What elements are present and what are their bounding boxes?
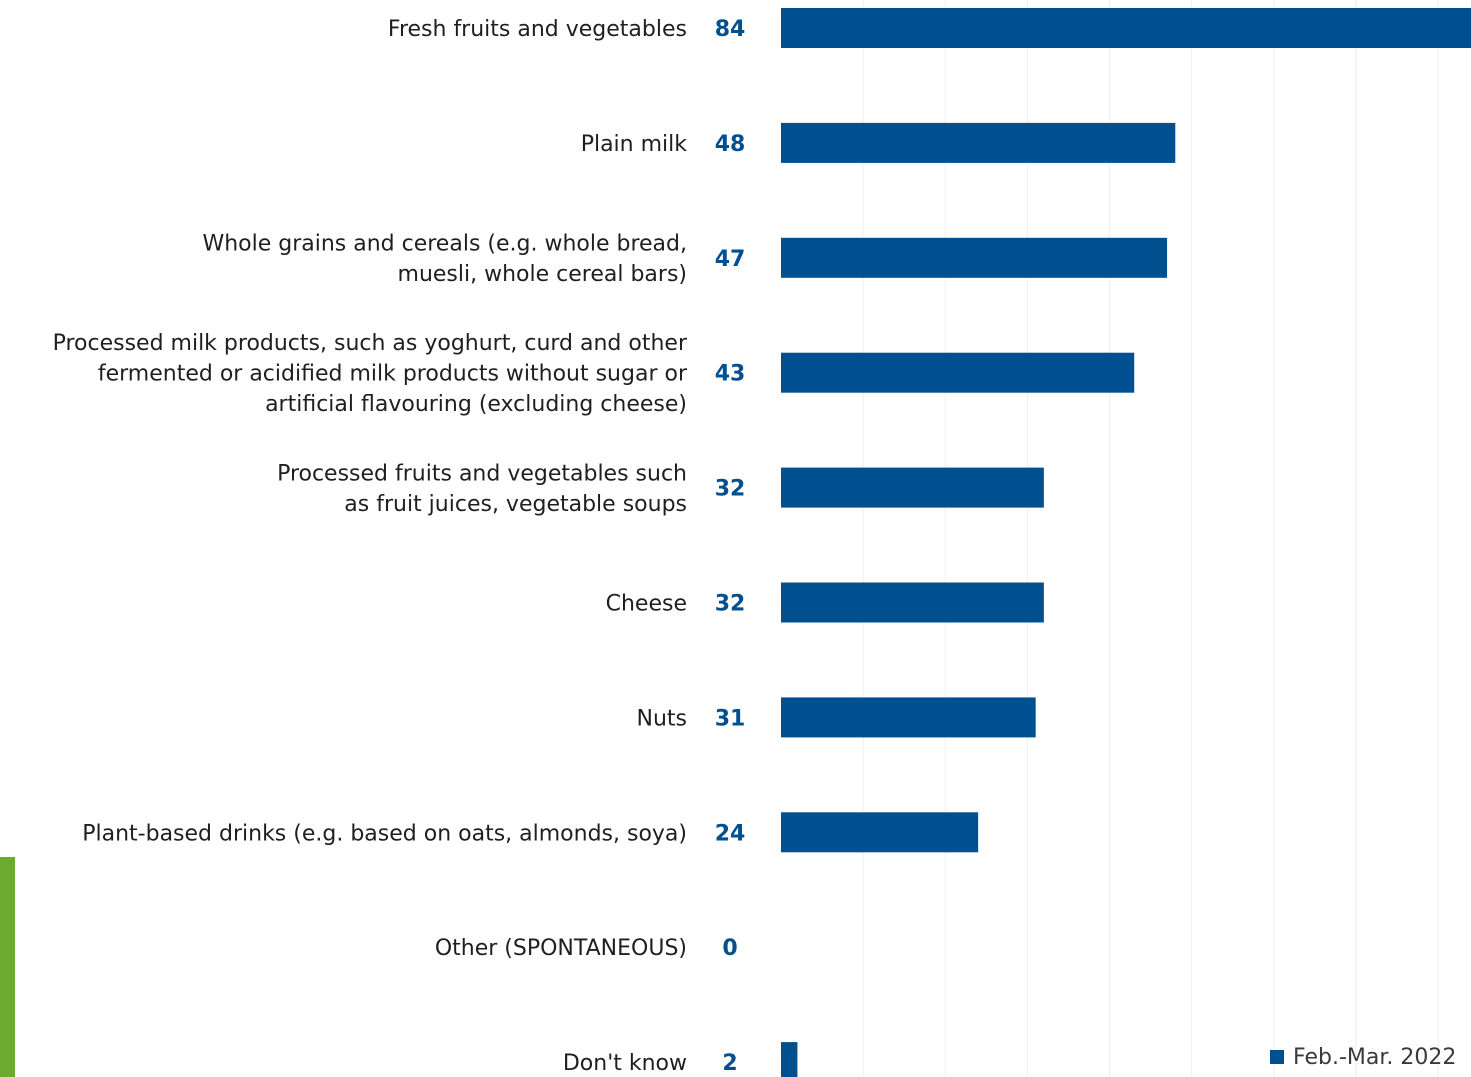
bar [781, 8, 1471, 48]
bar [781, 1042, 798, 1077]
value-label: 43 [715, 362, 746, 387]
legend-label: Feb.-Mar. 2022 [1293, 1045, 1456, 1070]
category-label: Cheese [606, 592, 687, 617]
bar [781, 697, 1036, 738]
value-label: 31 [715, 706, 746, 731]
bar [781, 582, 1044, 623]
value-label: 32 [715, 592, 746, 617]
bar [781, 352, 1135, 393]
bar [781, 812, 979, 853]
category-label: Don't know [563, 1051, 687, 1076]
bar [781, 237, 1168, 278]
value-labels: 84 48 47 43 32 32 31 24 0 2 [715, 17, 746, 1076]
accent-strip [0, 857, 15, 1077]
value-label: 48 [715, 132, 746, 157]
value-label: 32 [715, 477, 746, 502]
category-label: Plain milk [581, 132, 688, 157]
legend-swatch [1270, 1050, 1284, 1064]
bar [781, 122, 1176, 163]
value-label: 47 [715, 247, 746, 272]
value-label: 2 [722, 1051, 737, 1076]
legend: Feb.-Mar. 2022 [1270, 1045, 1456, 1070]
category-label: Other (SPONTANEOUS) [435, 936, 687, 961]
value-label: 84 [715, 17, 746, 42]
category-label: Processed fruits and vegetables such as f… [277, 461, 687, 516]
bars [781, 8, 1471, 1077]
value-label: 0 [722, 936, 737, 961]
category-label: Nuts [637, 706, 688, 731]
category-label: Whole grains and cereals (e.g. whole bre… [202, 232, 687, 287]
category-label: Fresh fruits and vegetables [388, 17, 687, 42]
category-label: Processed milk products, such as yoghurt… [53, 331, 688, 417]
category-labels: Fresh fruits and vegetables Plain milk Who… [53, 17, 688, 1076]
value-label: 24 [715, 821, 746, 846]
category-label: Plant-based drinks (e.g. based on oats, … [82, 821, 687, 846]
bar [781, 467, 1044, 508]
gridlines [862, 0, 1439, 1077]
